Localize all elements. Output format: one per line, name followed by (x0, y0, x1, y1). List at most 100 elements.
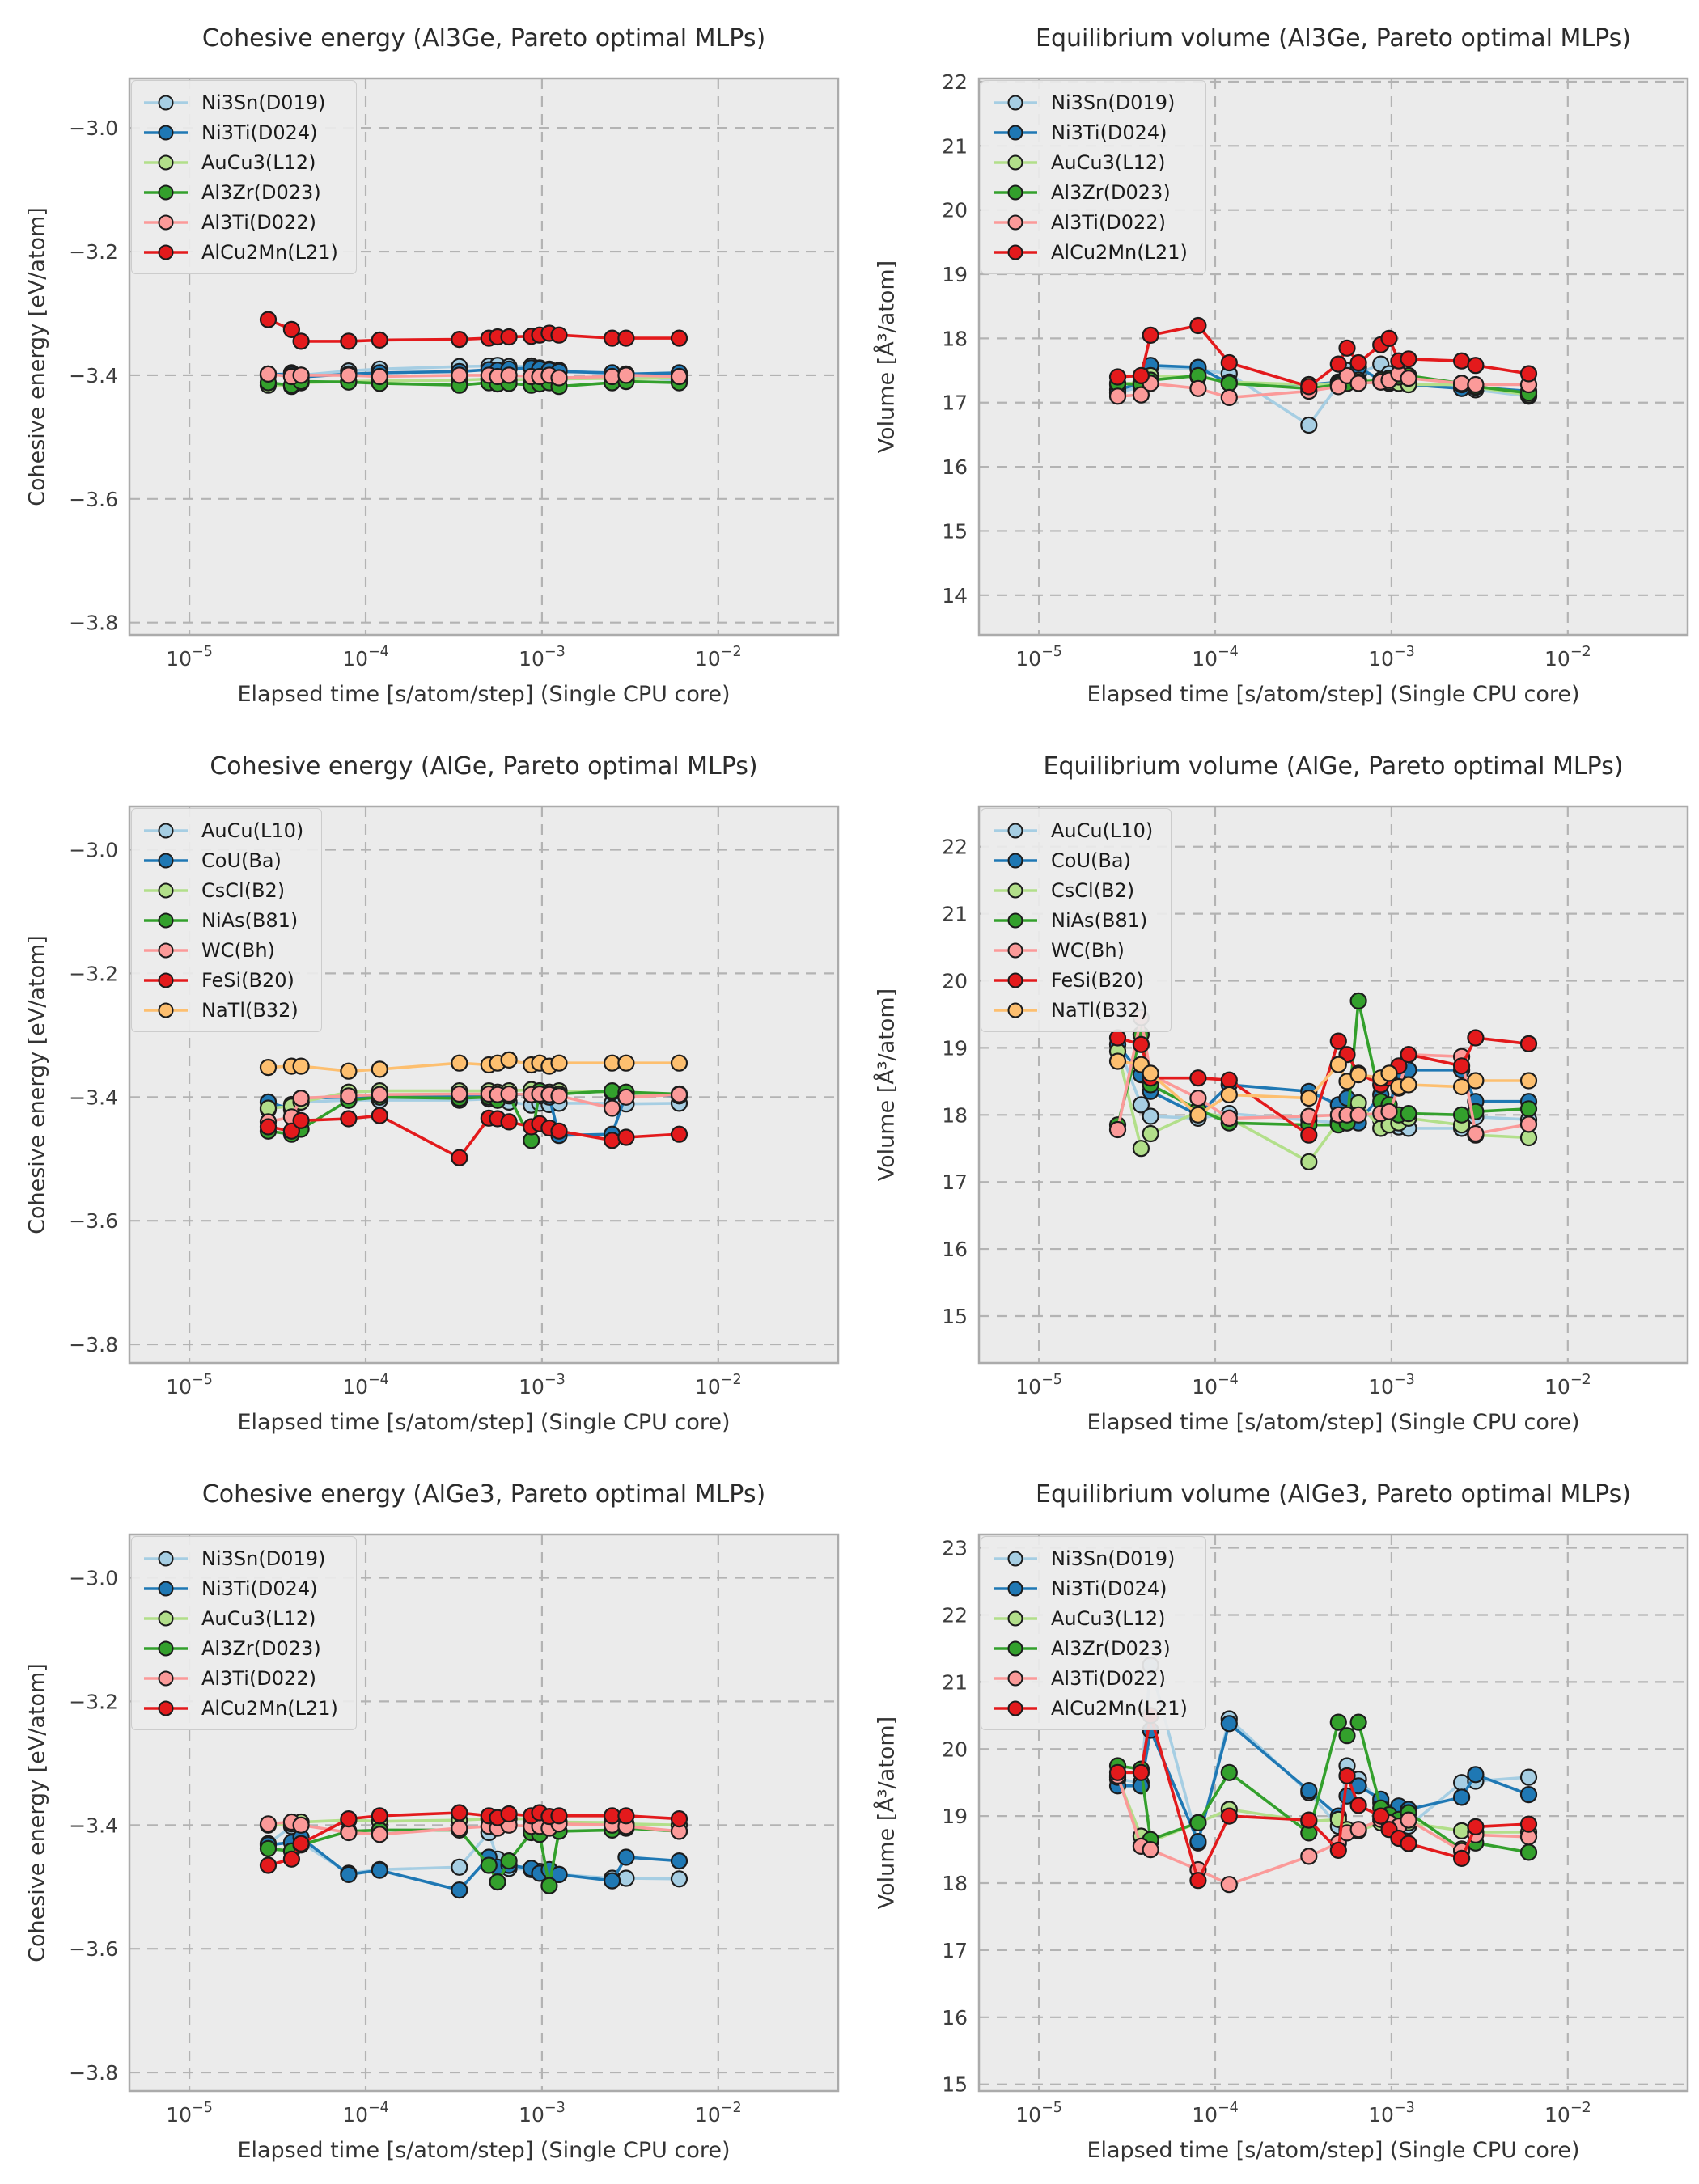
data-point (1467, 1072, 1485, 1090)
legend-label: WC(Bh) (201, 938, 275, 962)
y-tick-label: −3.4 (69, 364, 118, 387)
series-line-Al3Zr(D023) (1117, 1718, 1529, 1854)
legend-label: Al3Zr(D023) (201, 180, 321, 204)
data-point (259, 311, 278, 328)
legend-label: AuCu(L10) (1051, 819, 1154, 842)
data-point (500, 1051, 518, 1069)
data-point (670, 1086, 688, 1103)
data-point (603, 329, 621, 347)
x-tick-label: 10−4 (1192, 2100, 1239, 2127)
data-point (1400, 1046, 1417, 1064)
data-point (1452, 375, 1471, 392)
data-point (1400, 1076, 1417, 1094)
data-point (1132, 1140, 1150, 1158)
data-point (1220, 1071, 1238, 1089)
data-point (451, 1881, 468, 1899)
legend-marker-icon (994, 1640, 1037, 1656)
legend-item-CoU(Ba): CoU(Ba) (991, 845, 1153, 875)
data-point (1452, 1788, 1471, 1806)
legend-item-Al3Zr(D023): Al3Zr(D023) (991, 177, 1188, 207)
data-point (1142, 1841, 1159, 1859)
y-tick-label: 20 (942, 199, 968, 222)
legend: Ni3Sn(D019) Ni3Ti(D024) AuCu3(L12) Al3Zr(D0… (131, 1536, 357, 1730)
x-tick-label: 10−5 (166, 1372, 213, 1399)
legend-marker-icon (144, 1551, 188, 1566)
legend-marker-icon (994, 1581, 1037, 1596)
data-point (489, 1873, 506, 1891)
data-point (670, 1870, 688, 1888)
data-point (1132, 386, 1150, 404)
x-tick-label: 10−2 (695, 644, 742, 671)
subplot-cohesive-energy-al3ge: 10−5 10−4 10−3 10−2 −3.0 −3.2 −3.4 −3.6 −3.8 Coh… (0, 0, 850, 728)
legend-marker-icon (994, 882, 1037, 898)
y-tick-label: 20 (942, 970, 968, 993)
data-point (292, 1111, 310, 1129)
data-point (1400, 1835, 1417, 1852)
data-point (1220, 1807, 1238, 1825)
data-point (1189, 316, 1207, 335)
y-tick-label: −3.2 (69, 240, 118, 264)
legend-item-FeSi(B20): FeSi(B20) (142, 965, 303, 995)
legend-item-FeSi(B20): FeSi(B20) (991, 965, 1153, 995)
series-line-FeSi(B20) (1117, 1036, 1529, 1138)
data-point (1189, 1872, 1207, 1890)
y-tick-label: 19 (942, 1805, 968, 1828)
data-point (1519, 1100, 1538, 1118)
data-point (1349, 1713, 1367, 1731)
data-point (259, 1118, 278, 1136)
data-point (550, 1054, 568, 1072)
data-point (1300, 378, 1318, 396)
data-point (1519, 1815, 1538, 1833)
x-tick-label: 10−2 (1544, 2100, 1591, 2127)
data-point (1142, 1064, 1159, 1082)
data-point (282, 1122, 300, 1140)
legend-marker-icon (994, 95, 1037, 110)
data-point (371, 1060, 388, 1078)
y-tick-label: −3.8 (69, 2061, 118, 2085)
data-point (670, 1125, 688, 1143)
data-point (340, 1062, 358, 1080)
legend-marker-icon (144, 1700, 188, 1716)
data-point (670, 367, 688, 386)
y-tick-label: −3.0 (69, 839, 118, 862)
legend-label: AlCu2Mn(L21) (1051, 240, 1188, 264)
y-tick-label: 18 (942, 1103, 968, 1127)
data-point (371, 1807, 388, 1825)
legend-item-Al3Zr(D023): Al3Zr(D023) (142, 177, 338, 207)
data-point (371, 331, 388, 349)
y-axis-label: Cohesive energy [eV/atom] (24, 1663, 50, 1962)
plot-title: Cohesive energy (AlGe3, Pareto optimal M… (201, 1480, 766, 1509)
data-point (500, 366, 518, 384)
legend-marker-icon (144, 125, 188, 140)
data-point (1132, 1096, 1150, 1114)
legend-label: Ni3Ti(D024) (1051, 1577, 1167, 1600)
data-point (1220, 1876, 1238, 1894)
grid-lines (129, 1534, 838, 2091)
data-point (550, 1087, 568, 1105)
data-point (1400, 350, 1417, 368)
y-axis-label: Volume [Å³/atom] (874, 260, 900, 454)
data-point (670, 1054, 688, 1072)
data-point (1329, 355, 1347, 373)
data-point (1349, 375, 1367, 392)
x-axis-label: Elapsed time [s/atom/step] (Single CPU c… (1087, 1410, 1580, 1435)
data-point (371, 1107, 388, 1124)
data-point (670, 329, 688, 347)
data-point (603, 1099, 621, 1117)
legend-marker-icon (994, 942, 1037, 958)
legend-marker-icon (994, 1610, 1037, 1626)
data-point (451, 1149, 468, 1166)
y-tick-label: 19 (942, 1036, 968, 1060)
y-tick-label: 17 (942, 1939, 968, 1962)
data-point (1372, 1807, 1390, 1825)
data-point (1400, 1811, 1417, 1829)
data-point (617, 329, 635, 347)
data-point (603, 367, 621, 386)
data-point (340, 366, 358, 384)
data-point (340, 1087, 358, 1105)
legend-label: Al3Zr(D023) (1051, 180, 1171, 204)
legend-item-Ni3Sn(D019): Ni3Sn(D019) (142, 1543, 338, 1573)
legend-item-CsCl(B2): CsCl(B2) (142, 875, 303, 905)
data-point (451, 331, 468, 349)
